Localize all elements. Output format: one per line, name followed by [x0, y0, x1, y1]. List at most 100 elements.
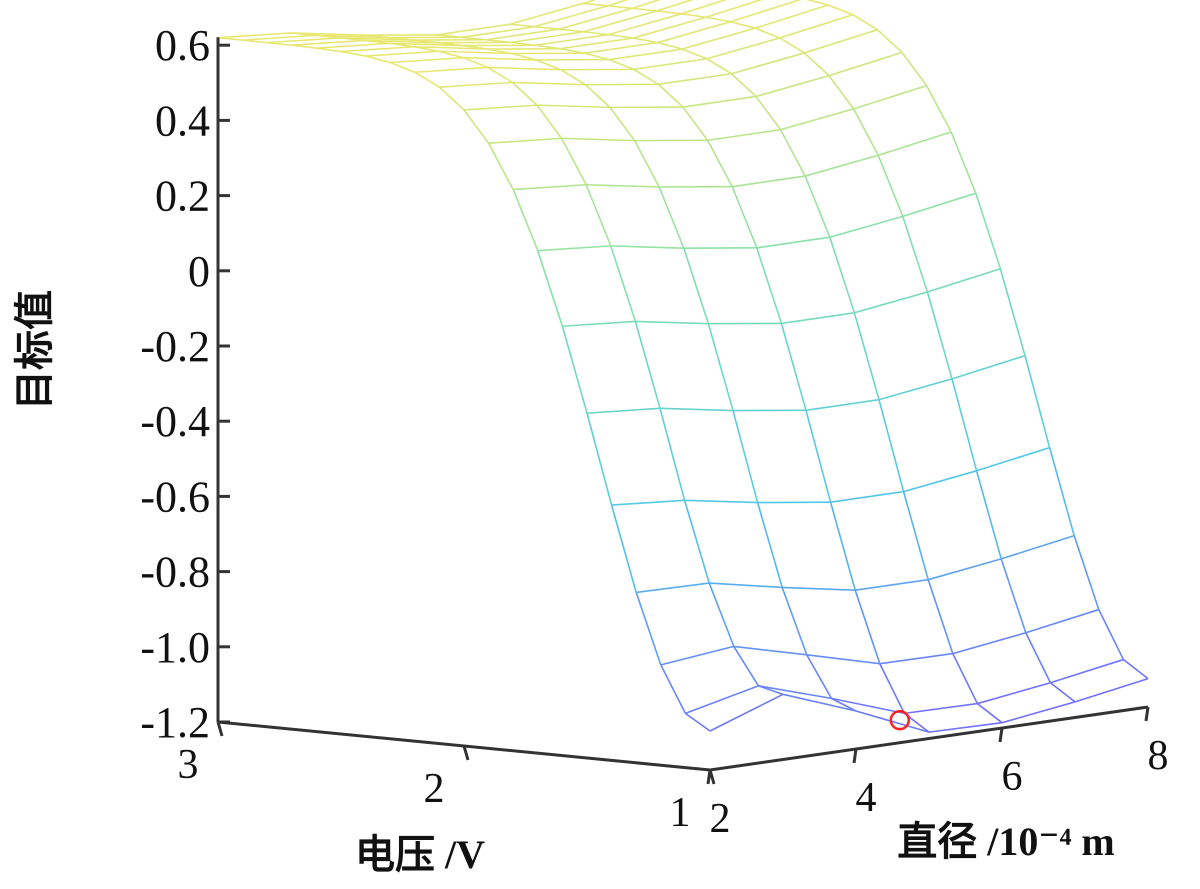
mesh-line-diameter	[733, 645, 760, 687]
mesh-line-voltage	[660, 645, 734, 666]
mesh-line-diameter	[950, 131, 977, 194]
mesh-line-voltage	[631, 0, 662, 10]
diameter-tick-label: 4	[856, 775, 877, 821]
mesh-line-voltage	[1000, 534, 1075, 560]
z-tick-label: -0.2	[140, 322, 210, 371]
mesh-line-voltage	[461, 25, 535, 39]
mesh-line-voltage	[1025, 608, 1100, 634]
optimum-marker	[889, 709, 911, 731]
mesh-line-diameter	[1073, 535, 1100, 610]
mesh-line-diameter	[438, 50, 464, 59]
mesh-line-voltage	[831, 697, 905, 715]
mesh-line-voltage	[657, 20, 731, 44]
mesh-line-voltage	[782, 586, 856, 591]
mesh-line-diameter	[876, 29, 903, 54]
mesh-line-voltage	[904, 702, 978, 715]
mesh-line-diameter	[683, 500, 710, 584]
mesh-line-diameter	[364, 39, 390, 45]
mesh-line-voltage	[1050, 658, 1124, 684]
diameter-tick-mark	[998, 727, 1004, 743]
mesh-line-voltage	[436, 23, 511, 36]
mesh-line-diameter	[510, 41, 536, 47]
mesh-line-diameter	[999, 268, 1026, 356]
mesh-line-diameter	[975, 192, 1002, 270]
mesh-line-voltage	[635, 320, 709, 325]
mesh-line-diameter	[291, 44, 317, 49]
mesh-line-diameter	[707, 323, 734, 411]
mesh-line-voltage	[903, 470, 977, 493]
mesh-line-diameter	[708, 582, 735, 647]
mesh-line-diameter	[779, 37, 805, 54]
mesh-line-voltage	[364, 39, 438, 44]
mesh-line-diameter	[1025, 632, 1052, 684]
z-tick-label: -0.6	[140, 472, 210, 521]
mesh-line-voltage	[804, 28, 878, 54]
mesh-line-voltage	[290, 32, 365, 36]
mesh-line-voltage	[684, 499, 758, 504]
mesh-line-diameter	[585, 184, 612, 247]
mesh-line-voltage	[562, 320, 636, 328]
voltage-tick-label: 3	[178, 742, 199, 788]
mesh-line-diameter	[853, 312, 880, 400]
mesh-line-voltage	[976, 446, 1050, 472]
z-tick-label: 0.4	[155, 96, 210, 145]
mesh-line-diameter	[730, 73, 757, 98]
mesh-line-voltage	[805, 398, 880, 412]
mesh-line-diameter	[806, 654, 833, 699]
mesh-line-diameter	[462, 56, 489, 69]
mesh-line-diameter	[561, 326, 588, 414]
mesh-line-voltage	[878, 378, 953, 401]
mesh-line-diameter	[633, 68, 659, 86]
diameter-tick-mark	[1144, 706, 1150, 722]
mesh-line-voltage	[804, 154, 879, 177]
mesh-line-diameter	[634, 321, 661, 409]
mesh-line-diameter	[829, 502, 856, 591]
mesh-line-diameter	[732, 410, 759, 503]
mesh-line-voltage	[656, 0, 694, 12]
mesh-line-voltage	[561, 137, 635, 142]
mesh-line-voltage	[705, 0, 763, 19]
mesh-line-diameter	[414, 71, 440, 88]
mesh-line-voltage	[951, 354, 1026, 380]
mesh-line-diameter	[582, 2, 608, 7]
mesh-line-voltage	[559, 37, 634, 50]
diameter-tick-mark	[706, 769, 712, 785]
voltage-tick-label: 2	[424, 766, 445, 812]
mesh-line-diameter	[952, 653, 979, 704]
mesh-line-diameter	[389, 42, 415, 48]
mesh-line-diameter	[388, 36, 414, 41]
mesh-line-diameter	[560, 137, 587, 186]
mesh-line-voltage	[731, 52, 805, 75]
mesh-line-voltage	[316, 42, 390, 49]
mesh-line-voltage	[879, 652, 953, 665]
z-tick-label: -1.0	[140, 623, 210, 672]
mesh-line-diameter	[779, 129, 806, 177]
mesh-line-voltage	[682, 95, 757, 108]
mesh-line-voltage	[608, 13, 682, 36]
mesh-line-diameter	[901, 51, 928, 87]
mesh-line-diameter	[975, 470, 1002, 560]
mesh-line-diameter	[413, 39, 438, 44]
mesh-line-voltage	[928, 721, 1003, 733]
mesh-line-diameter	[316, 47, 342, 53]
mesh-line-diameter	[340, 37, 365, 42]
surface-mesh	[217, 0, 1149, 733]
mesh-line-diameter	[877, 154, 904, 217]
mesh-line-diameter	[684, 712, 711, 732]
voltage-tick-label: 1	[670, 790, 691, 836]
mesh-line-diameter	[535, 44, 561, 50]
mesh-line-diameter	[463, 109, 490, 144]
mesh-line-diameter	[486, 38, 511, 44]
mesh-line-diameter	[683, 247, 710, 324]
mesh-line-diameter	[584, 84, 611, 108]
mesh-line-diameter	[681, 13, 707, 19]
mesh-line-voltage	[535, 33, 609, 47]
mesh-line-diameter	[635, 592, 662, 666]
mesh-line-voltage	[413, 45, 488, 50]
mesh-line-diameter	[852, 108, 879, 156]
mesh-line-diameter	[389, 61, 416, 73]
mesh-line-voltage	[1001, 701, 1076, 724]
mesh-line-diameter	[536, 104, 563, 139]
mesh-line-voltage	[315, 34, 389, 39]
